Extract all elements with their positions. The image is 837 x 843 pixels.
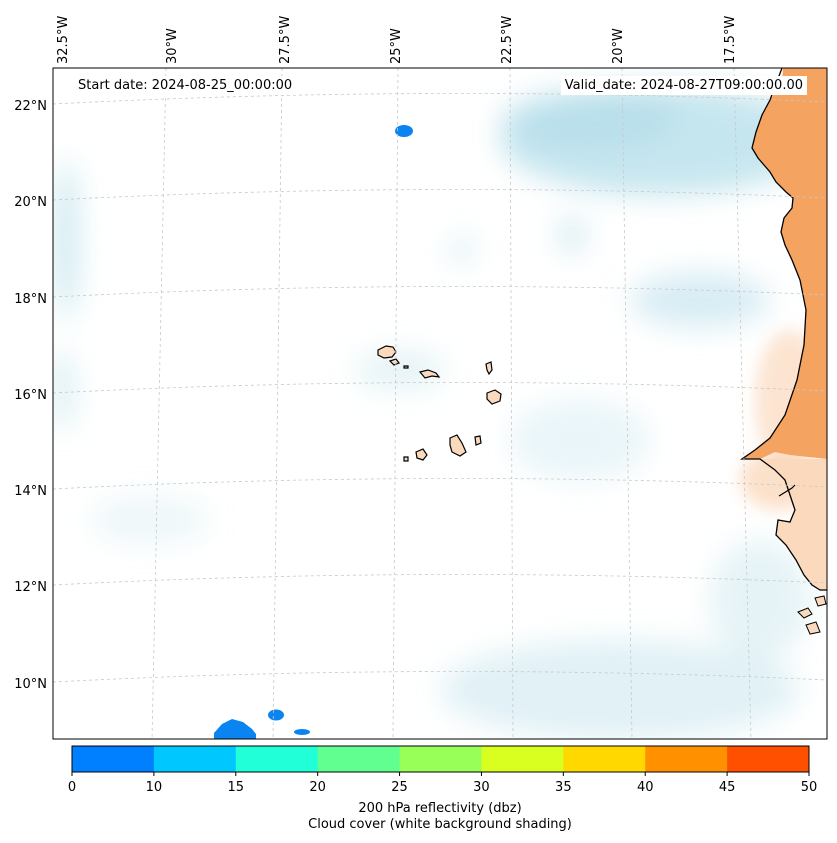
cloud-patch-small-1 [558, 217, 586, 253]
latitude-labels: 22°N 20°N 18°N 16°N 14°N 12°N 10°N [14, 99, 47, 692]
lon-label-17-5w: 17.5°W [723, 16, 738, 64]
colorbar: 0 10 15 20 25 30 35 40 45 50 [68, 745, 817, 795]
africa-mainland-senegal [760, 459, 827, 739]
colorbar-title: 200 hPa reflectivity (dbz) [358, 801, 522, 816]
island-santiago [449, 434, 467, 457]
colorbar-segment [481, 746, 564, 772]
island-maio [474, 435, 482, 446]
lon-label-32-5w: 32.5°W [56, 16, 71, 64]
lon-label-22-5w: 22.5°W [500, 16, 515, 64]
lon-label-20w: 20°W [611, 28, 626, 64]
cloud-patch-southwest [90, 495, 210, 545]
cloud-patch-north-2 [500, 90, 680, 150]
colorbar-segment [235, 746, 319, 772]
island-sao-vicente [388, 358, 400, 366]
colorbar-segment [563, 746, 646, 772]
colorbar-segment [317, 746, 401, 772]
lat-label-16n: 16°N [14, 388, 47, 403]
lat-label-20n: 20°N [14, 195, 47, 210]
island-sal [485, 361, 493, 376]
colorbar-tick-label: 0 [68, 780, 76, 795]
lat-label-12n: 12°N [14, 580, 47, 595]
colorbar-tick-label: 15 [228, 780, 245, 795]
island-santa-luzia [403, 365, 409, 369]
lat-label-22n: 22°N [14, 99, 47, 114]
colorbar-tick-label: 30 [473, 780, 490, 795]
colorbar-segment [72, 746, 155, 772]
colorbar-segments [72, 746, 810, 772]
colorbar-tick-label: 25 [391, 780, 408, 795]
lon-label-25w: 25°W [389, 28, 404, 64]
echo-south-1 [214, 719, 256, 739]
cloud-patch-center [630, 272, 770, 328]
lon-label-30w: 30°W [165, 28, 180, 64]
echo-south-3 [294, 729, 310, 735]
island-boa-vista [486, 389, 502, 405]
colorbar-frame [71, 745, 810, 773]
colorbar-segment [727, 746, 810, 772]
cloud-patch-east-mid [510, 400, 650, 480]
colorbar-ticks: 0 10 15 20 25 30 35 40 45 50 [68, 772, 817, 795]
valid-date-label: Valid_date: 2024-08-27T09:00:00.00 [560, 76, 807, 95]
colorbar-tick-label: 40 [637, 780, 654, 795]
lat-label-14n: 14°N [14, 484, 47, 499]
cloud-patch-south [440, 640, 800, 739]
echo-south-2 [268, 709, 284, 721]
cloud-cover-shading [53, 85, 820, 739]
colorbar-tick-label: 10 [146, 780, 163, 795]
colorbar-tick-label: 20 [309, 780, 326, 795]
bissagos-islands [797, 595, 827, 635]
echo-north [395, 125, 413, 137]
colorbar-segment [645, 746, 728, 772]
start-date-label: Start date: 2024-08-25_00:00:00 [74, 76, 297, 95]
colorbar-subtitle: Cloud cover (white background shading) [308, 817, 572, 832]
island-sao-nicolau [418, 369, 441, 379]
africa-coastline [739, 68, 827, 591]
cloud-patch-west-edge-2 [53, 350, 72, 430]
colorbar-segment [153, 746, 237, 772]
colorbar-tick-label: 35 [555, 780, 572, 795]
map-content [53, 68, 827, 739]
island-santo-antao [377, 345, 397, 359]
lat-label-10n: 10°N [14, 677, 47, 692]
cloud-patch-southeast [710, 540, 810, 660]
island-fogo [415, 448, 428, 461]
lon-label-27-5w: 27.5°W [278, 16, 293, 64]
colorbar-tick-label: 50 [801, 780, 818, 795]
colorbar-segment [399, 746, 482, 772]
map-frame [52, 67, 828, 740]
lat-label-18n: 18°N [14, 292, 47, 307]
africa-mainland-north [742, 68, 827, 459]
reflectivity-echoes [214, 125, 413, 739]
gridlines [53, 68, 827, 739]
gambia-river-outline [778, 484, 796, 497]
longitude-labels: 32.5°W 30°W 27.5°W 25°W 22.5°W 20°W 17.5… [56, 16, 738, 64]
cloud-patch-small-2 [448, 238, 476, 262]
colorbar-tick-label: 45 [719, 780, 736, 795]
island-brava [403, 456, 409, 462]
cloud-patch-islands [355, 350, 445, 390]
cape-verde-islands [377, 345, 502, 462]
